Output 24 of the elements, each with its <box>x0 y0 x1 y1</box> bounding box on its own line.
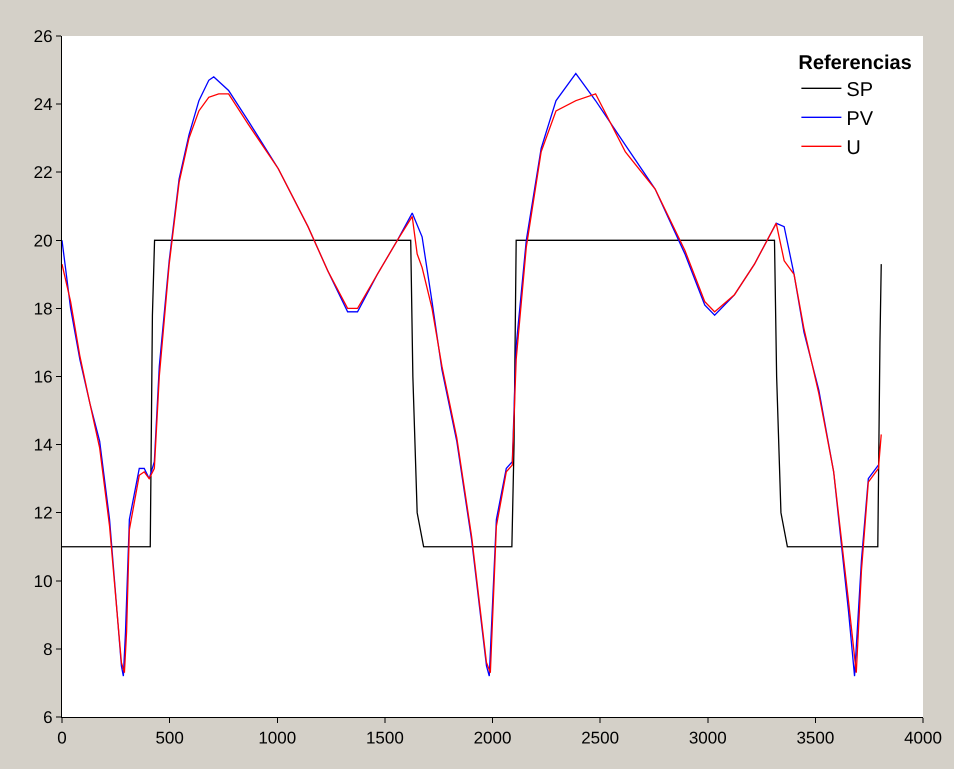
legend-title: Referencias <box>798 52 912 74</box>
y-tick-label: 22 <box>34 163 53 182</box>
y-tick-label: 16 <box>34 367 53 386</box>
y-tick-label: 12 <box>34 504 53 523</box>
x-tick-label: 4000 <box>904 728 942 748</box>
y-tick-label: 8 <box>43 640 53 659</box>
x-tick-label: 2000 <box>474 728 512 748</box>
x-tick-label: 3000 <box>688 728 727 748</box>
x-tick-label: 500 <box>155 728 184 748</box>
y-tick-label: 18 <box>34 299 53 318</box>
x-tick-label: 1000 <box>258 728 296 748</box>
y-tick-label: 26 <box>34 26 53 46</box>
x-tick-label: 0 <box>57 728 67 748</box>
y-tick-label: 6 <box>43 708 53 727</box>
legend-label: U <box>846 137 861 160</box>
x-tick-label: 1500 <box>366 728 404 748</box>
y-tick-label: 14 <box>34 436 53 455</box>
x-tick-label: 2500 <box>581 728 620 748</box>
y-tick-label: 10 <box>34 572 53 591</box>
y-tick-label: 24 <box>34 95 53 114</box>
legend-label: PV <box>846 108 874 130</box>
x-tick-label: 3500 <box>796 728 834 748</box>
legend-label: SP <box>846 79 874 102</box>
y-tick-label: 20 <box>34 231 53 250</box>
